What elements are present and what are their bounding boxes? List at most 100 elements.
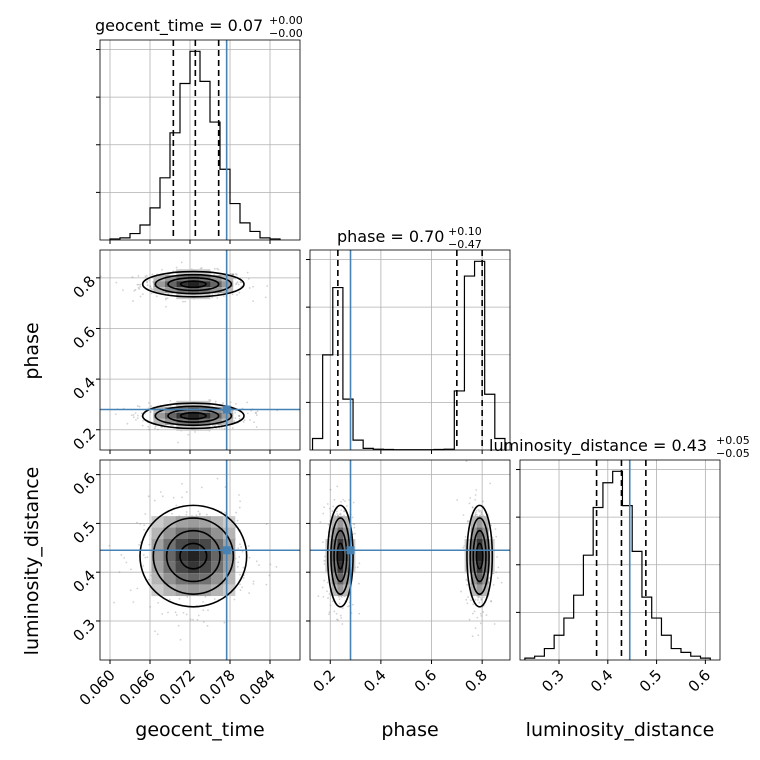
sample-point xyxy=(199,267,202,270)
sample-point xyxy=(469,497,472,499)
sample-point xyxy=(480,598,483,600)
sample-point xyxy=(264,296,267,299)
sample-point xyxy=(132,416,135,419)
sample-point xyxy=(130,568,132,571)
sample-point xyxy=(142,564,145,567)
y-tick-label: 0.6 xyxy=(69,469,99,499)
sample-point xyxy=(494,528,497,531)
sample-point xyxy=(482,596,485,598)
sample-point xyxy=(326,590,328,593)
y-tick-label: 0.4 xyxy=(69,373,99,403)
sample-point xyxy=(474,513,477,516)
sample-point xyxy=(185,491,188,493)
sample-point xyxy=(148,543,151,546)
sample-point xyxy=(184,300,187,303)
sample-point xyxy=(338,595,340,598)
density-cell xyxy=(210,287,222,294)
sample-point xyxy=(141,293,144,296)
sample-point xyxy=(147,425,150,428)
sample-point xyxy=(139,295,142,298)
y-tick-label: 0.5 xyxy=(69,518,99,548)
sample-point xyxy=(482,611,485,613)
sample-point xyxy=(136,417,139,420)
density-cell xyxy=(199,538,212,551)
sample-point xyxy=(198,512,201,515)
sample-point xyxy=(358,582,360,585)
sample-point xyxy=(476,616,479,619)
sample-point xyxy=(185,613,188,616)
sample-point xyxy=(234,277,237,280)
sample-point xyxy=(339,614,342,617)
sample-point xyxy=(233,420,236,422)
sample-point xyxy=(221,427,223,429)
sample-point xyxy=(231,427,234,429)
sample-point xyxy=(187,433,190,436)
density-cell xyxy=(187,538,200,551)
sample-point xyxy=(248,556,251,559)
density-cell xyxy=(331,516,338,528)
sample-point xyxy=(474,514,477,517)
sample-point xyxy=(136,587,139,590)
sample-point xyxy=(326,503,329,505)
density-cell xyxy=(151,527,164,539)
sample-point xyxy=(132,601,135,603)
sample-point xyxy=(322,512,325,515)
density-contour xyxy=(336,542,345,570)
sample-point xyxy=(482,514,485,517)
sample-point xyxy=(192,618,194,621)
sample-point xyxy=(115,281,118,284)
sample-point xyxy=(194,431,196,433)
sample-point xyxy=(353,523,356,526)
density-cell xyxy=(199,584,212,597)
sample-point xyxy=(144,275,147,278)
sample-point xyxy=(479,622,482,625)
sample-point xyxy=(178,597,181,600)
density-cell xyxy=(151,550,164,562)
sample-point xyxy=(138,544,140,546)
density-contour xyxy=(152,517,235,595)
sample-point xyxy=(323,559,326,562)
sample-point xyxy=(147,578,150,581)
sample-point xyxy=(182,300,184,303)
sample-point xyxy=(462,546,465,549)
sample-point xyxy=(268,574,271,577)
density-contour xyxy=(472,529,487,583)
density-cell xyxy=(331,584,338,597)
title-luminosity-distance-sub: −0.05 xyxy=(716,447,750,460)
sample-point xyxy=(161,268,163,271)
sample-point xyxy=(467,521,469,523)
sample-point xyxy=(200,486,203,489)
panel-frame xyxy=(309,249,511,451)
sample-point xyxy=(134,288,137,291)
sample-point xyxy=(338,598,341,601)
density-contour xyxy=(326,504,354,608)
sample-point xyxy=(235,273,238,276)
sample-point xyxy=(154,425,157,428)
sample-point xyxy=(161,613,164,615)
sample-point xyxy=(239,500,241,503)
density-cell xyxy=(337,573,344,585)
density-cell xyxy=(476,527,483,539)
sample-point xyxy=(157,428,159,431)
ylabel-phase: phase xyxy=(21,322,43,379)
density-cell xyxy=(153,275,165,282)
sample-point xyxy=(269,563,272,566)
sample-point xyxy=(239,543,241,546)
density-contour xyxy=(469,517,490,595)
sample-point xyxy=(465,578,468,581)
density-cell xyxy=(331,573,338,585)
density-contour xyxy=(141,402,245,430)
density-cell xyxy=(164,281,177,288)
sample-point xyxy=(252,285,255,288)
sample-point xyxy=(153,499,156,502)
sample-point xyxy=(165,297,167,300)
sample-point xyxy=(326,581,329,584)
density-cell xyxy=(176,412,188,419)
sample-point xyxy=(120,554,123,556)
sample-point xyxy=(186,595,189,598)
density-panel-phase-luminosity-distance xyxy=(306,459,511,664)
sample-point xyxy=(197,614,200,617)
sample-point xyxy=(239,281,242,283)
sample-point xyxy=(138,283,140,286)
sample-point xyxy=(255,560,258,563)
